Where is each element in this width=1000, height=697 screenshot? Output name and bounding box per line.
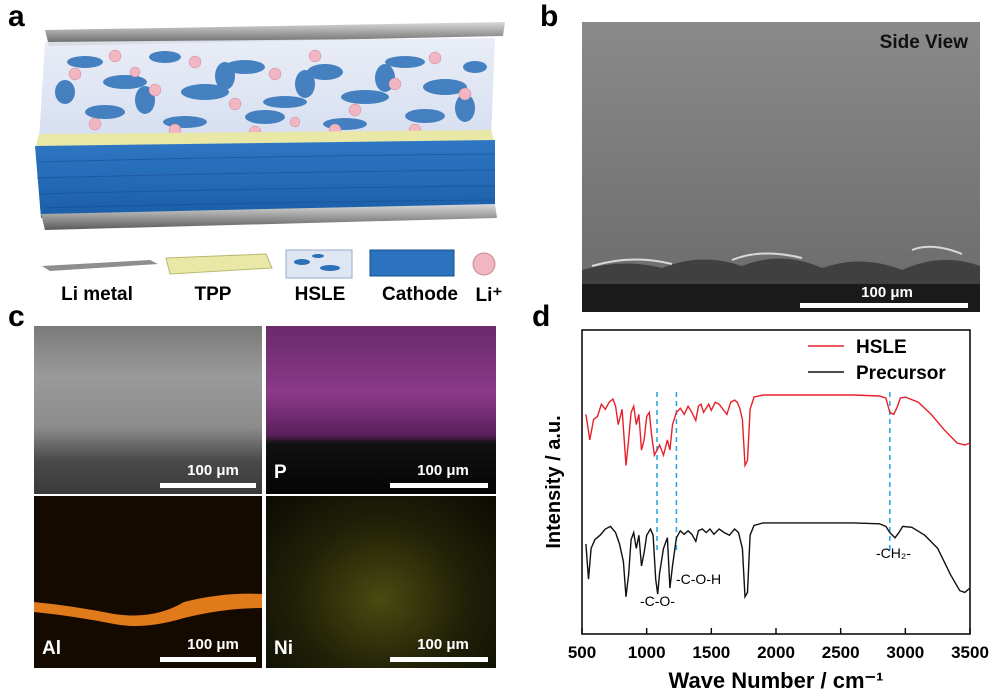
panel-b-letter: b <box>540 0 559 33</box>
li-metal-top <box>45 22 505 46</box>
y-axis-label: Intensity / a.u. <box>543 415 565 548</box>
series-line-precursor <box>585 522 971 600</box>
legend-label-precursor: Precursor <box>856 363 946 384</box>
annotation-c-o: -C-O- <box>640 593 675 609</box>
legend-li-ion: Li⁺ <box>475 285 503 306</box>
x-tick-label-2500: 2500 <box>822 643 860 662</box>
hsle-layer <box>39 38 495 140</box>
scale-text-b: 100 μm <box>861 284 913 301</box>
scale-text-c-p: 100 μm <box>417 462 469 479</box>
x-axis-label: Wave Number / cm⁻¹ <box>669 668 884 693</box>
legend-cathode: Cathode <box>382 284 458 305</box>
x-tick-label-2000: 2000 <box>757 643 795 662</box>
sem-side-view: Side View 100 μm <box>582 22 980 312</box>
x-tick-label-1500: 1500 <box>692 643 730 662</box>
scale-text-c-sem: 100 μm <box>187 462 239 479</box>
element-label-ni: Ni <box>274 638 293 659</box>
cathode-icon <box>369 249 455 277</box>
annotation-ch2: -CH₂- <box>876 545 911 561</box>
ftir-chart: 500 1000 1500 2000 2500 3000 3500 Intensity / … <box>543 329 989 693</box>
scale-text-c-al: 100 μm <box>187 636 239 653</box>
scale-text-c-ni: 100 μm <box>417 636 469 653</box>
side-view-label: Side View <box>879 32 968 53</box>
eds-map-al: Al 100 μm <box>34 496 262 668</box>
scale-bar-c-p <box>390 483 488 488</box>
x-tick-label-3000: 3000 <box>886 643 924 662</box>
x-tick-label-1000: 1000 <box>628 643 666 662</box>
legend-hsle: HSLE <box>294 284 346 305</box>
sem-cross-section: 100 μm <box>34 326 262 494</box>
element-label-al: Al <box>42 638 61 659</box>
li-ion-icon <box>472 252 496 276</box>
annotation-c-o-h: -C-O-H <box>676 571 721 587</box>
scale-bar-b <box>800 303 968 308</box>
legend-tpp: TPP <box>194 284 232 305</box>
battery-schematic <box>35 22 505 230</box>
x-tick-label-3500: 3500 <box>951 643 989 662</box>
li-metal-bottom <box>41 204 497 230</box>
legend-li-metal: Li metal <box>61 284 133 305</box>
panel-c-letter: c <box>8 300 25 333</box>
legend-icons <box>42 249 496 279</box>
scale-bar-c-ni <box>390 657 488 662</box>
hsle-polymer-network <box>55 51 487 130</box>
legend-label-hsle: HSLE <box>856 337 907 358</box>
scale-bar-c-sem <box>160 483 256 488</box>
eds-map-ni: Ni 100 μm <box>266 496 496 668</box>
x-tick-label-500: 500 <box>568 643 596 662</box>
eds-map-p: P 100 μm <box>266 326 496 494</box>
panel-d-letter: d <box>532 300 551 333</box>
panel-a-letter: a <box>8 0 25 33</box>
tpp-icon <box>165 253 273 275</box>
series-line-hsle <box>585 394 971 469</box>
li-metal-icon <box>42 260 158 271</box>
scale-bar-c-al <box>160 657 256 662</box>
element-label-p: P <box>274 462 287 483</box>
